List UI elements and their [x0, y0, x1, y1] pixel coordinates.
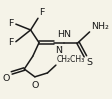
Text: O: O: [2, 74, 10, 83]
Text: CH₂CH₃: CH₂CH₃: [57, 55, 85, 64]
Text: HN: HN: [57, 30, 71, 39]
Text: O: O: [31, 81, 39, 90]
Text: F: F: [8, 19, 14, 28]
Text: F: F: [8, 38, 14, 47]
Text: ': ': [60, 46, 62, 55]
Text: N: N: [55, 46, 62, 55]
Text: NH₂: NH₂: [91, 22, 109, 31]
Text: S: S: [86, 58, 92, 67]
Text: F: F: [39, 8, 44, 17]
